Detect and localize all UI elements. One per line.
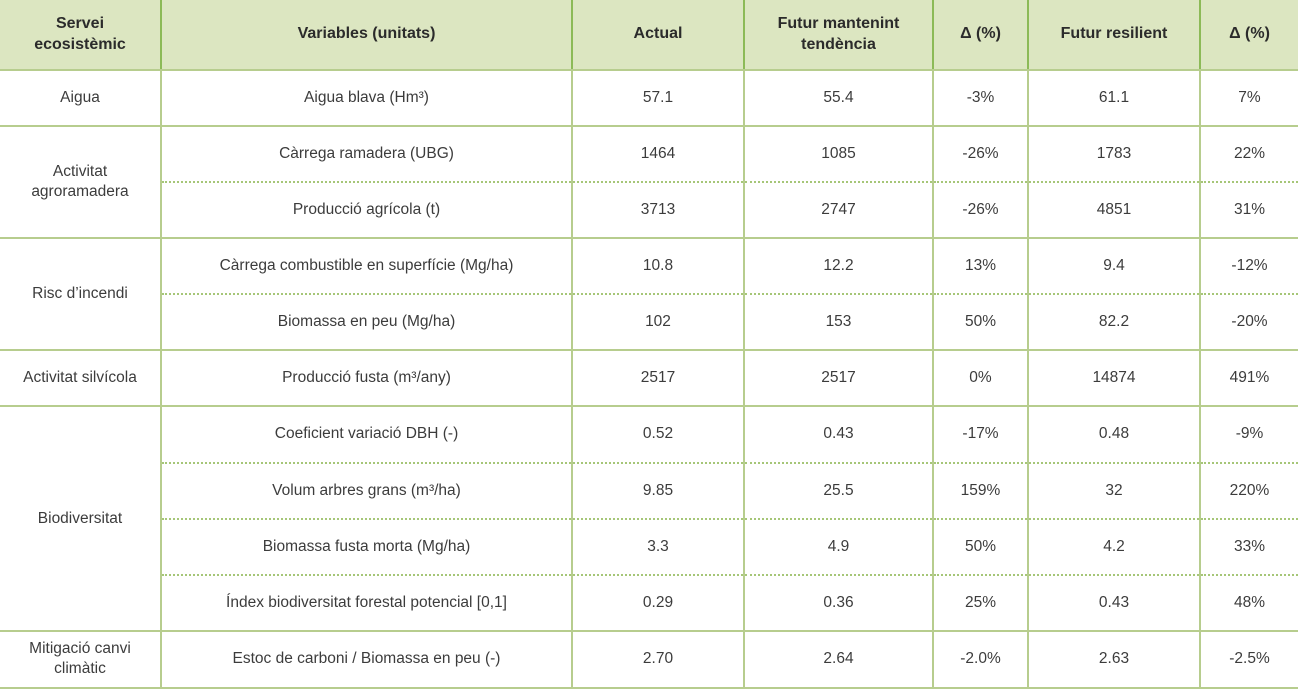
- delta-tendencia-cell: -2.0%: [932, 629, 1028, 689]
- delta-tendencia-cell: -26%: [932, 125, 1028, 183]
- actual-cell: 102: [571, 293, 744, 351]
- delta-tendencia-cell: -17%: [932, 405, 1028, 463]
- col-header-servei-ecosistemic: Servei ecosistèmic: [0, 0, 161, 71]
- variable-cell: Càrrega ramadera (UBG): [160, 125, 572, 183]
- delta-tendencia-cell: -3%: [932, 68, 1028, 127]
- futur-resilient-cell: 1783: [1027, 125, 1200, 183]
- variable-cell: Biomassa fusta morta (Mg/ha): [160, 517, 572, 575]
- service-cell: Activitat silvícola: [0, 349, 161, 407]
- delta-tendencia-cell: 13%: [932, 237, 1028, 295]
- service-cell: Mitigació canvi climàtic: [0, 629, 161, 689]
- futur-tendencia-cell: 2747: [743, 181, 933, 239]
- col-header-variables: Variables (unitats): [160, 0, 572, 71]
- variable-cell: Coeficient variació DBH (-): [160, 405, 572, 463]
- futur-resilient-cell: 32: [1027, 461, 1200, 519]
- futur-resilient-cell: 61.1: [1027, 68, 1200, 127]
- table-row: Aigua Aigua blava (Hm³) 57.1 55.4 -3% 61.1 7%: [0, 68, 1298, 127]
- service-cell: Aigua: [0, 68, 161, 127]
- futur-tendencia-cell: 0.36: [743, 573, 933, 631]
- actual-cell: 3.3: [571, 517, 744, 575]
- delta-resilient-cell: 220%: [1199, 461, 1298, 519]
- actual-cell: 2517: [571, 349, 744, 407]
- futur-tendencia-cell: 1085: [743, 125, 933, 183]
- table-row: Biodiversitat Coeficient variació DBH (-)…: [0, 405, 1298, 631]
- table-header: Servei ecosistèmic Variables (unitats) A…: [0, 0, 1298, 71]
- delta-resilient-cell: -20%: [1199, 293, 1298, 351]
- futur-resilient-cell: 4.2: [1027, 517, 1200, 575]
- actual-cell: 3713: [571, 181, 744, 239]
- delta-tendencia-cell: 50%: [932, 517, 1028, 575]
- futur-tendencia-cell: 25.5: [743, 461, 933, 519]
- delta-resilient-cell: 33%: [1199, 517, 1298, 575]
- futur-tendencia-cell: 2.64: [743, 629, 933, 689]
- futur-resilient-cell: 4851: [1027, 181, 1200, 239]
- actual-cell: 0.52: [571, 405, 744, 463]
- delta-resilient-cell: -2.5%: [1199, 629, 1298, 689]
- col-header-delta-resilient: Δ (%): [1199, 0, 1298, 71]
- variable-cell: Índex biodiversitat forestal potencial […: [160, 573, 572, 631]
- futur-resilient-cell: 0.43: [1027, 573, 1200, 631]
- col-header-futur-tendencia: Futur mantenint tendència: [743, 0, 933, 71]
- variable-cell: Càrrega combustible en superfície (Mg/ha…: [160, 237, 572, 295]
- table-row: Activitat silvícola Producció fusta (m³/a…: [0, 349, 1298, 407]
- table-row: Índex biodiversitat forestal potencial […: [0, 573, 1298, 631]
- table-row: Biomassa en peu (Mg/ha) 102 153 50% 82.2 -20%: [0, 293, 1298, 351]
- table-row: Activitat agroramadera Càrrega ramadera (…: [0, 125, 1298, 239]
- futur-resilient-cell: 2.63: [1027, 629, 1200, 689]
- variable-cell: Producció fusta (m³/any): [160, 349, 572, 407]
- futur-tendencia-cell: 153: [743, 293, 933, 351]
- table-row: Volum arbres grans (m³/ha) 9.85 25.5 159% 32…: [0, 461, 1298, 519]
- futur-resilient-cell: 82.2: [1027, 293, 1200, 351]
- delta-tendencia-cell: 25%: [932, 573, 1028, 631]
- futur-tendencia-cell: 4.9: [743, 517, 933, 575]
- variable-cell: Estoc de carboni / Biomassa en peu (-): [160, 629, 572, 689]
- delta-resilient-cell: 7%: [1199, 68, 1298, 127]
- futur-tendencia-cell: 55.4: [743, 68, 933, 127]
- variable-cell: Biomassa en peu (Mg/ha): [160, 293, 572, 351]
- actual-cell: 9.85: [571, 461, 744, 519]
- col-header-delta-tendencia: Δ (%): [932, 0, 1028, 71]
- delta-resilient-cell: -12%: [1199, 237, 1298, 295]
- delta-resilient-cell: 491%: [1199, 349, 1298, 407]
- table-row: Biomassa fusta morta (Mg/ha) 3.3 4.9 50% 4.2…: [0, 517, 1298, 575]
- actual-cell: 1464: [571, 125, 744, 183]
- delta-tendencia-cell: -26%: [932, 181, 1028, 239]
- col-header-futur-resilient: Futur resilient: [1027, 0, 1200, 71]
- variable-cell: Volum arbres grans (m³/ha): [160, 461, 572, 519]
- actual-cell: 57.1: [571, 68, 744, 127]
- delta-tendencia-cell: 159%: [932, 461, 1028, 519]
- futur-tendencia-cell: 0.43: [743, 405, 933, 463]
- variable-cell: Aigua blava (Hm³): [160, 68, 572, 127]
- table-row: Mitigació canvi climàtic Estoc de carboni…: [0, 629, 1298, 689]
- futur-tendencia-cell: 12.2: [743, 237, 933, 295]
- futur-resilient-cell: 0.48: [1027, 405, 1200, 463]
- delta-tendencia-cell: 0%: [932, 349, 1028, 407]
- delta-resilient-cell: 31%: [1199, 181, 1298, 239]
- futur-resilient-cell: 9.4: [1027, 237, 1200, 295]
- service-cell: Biodiversitat: [0, 405, 161, 631]
- actual-cell: 10.8: [571, 237, 744, 295]
- futur-resilient-cell: 14874: [1027, 349, 1200, 407]
- service-cell: Activitat agroramadera: [0, 125, 161, 239]
- table-row: Producció agrícola (t) 3713 2747 -26% 4851 31…: [0, 181, 1298, 239]
- delta-resilient-cell: -9%: [1199, 405, 1298, 463]
- futur-tendencia-cell: 2517: [743, 349, 933, 407]
- table-body: Aigua Aigua blava (Hm³) 57.1 55.4 -3% 61.1 7% A…: [0, 68, 1298, 689]
- actual-cell: 0.29: [571, 573, 744, 631]
- service-cell: Risc d’incendi: [0, 237, 161, 351]
- table-row: Risc d’incendi Càrrega combustible en sup…: [0, 237, 1298, 351]
- delta-tendencia-cell: 50%: [932, 293, 1028, 351]
- actual-cell: 2.70: [571, 629, 744, 689]
- col-header-actual: Actual: [571, 0, 744, 71]
- delta-resilient-cell: 48%: [1199, 573, 1298, 631]
- delta-resilient-cell: 22%: [1199, 125, 1298, 183]
- header-row: Servei ecosistèmic Variables (unitats) A…: [0, 0, 1298, 71]
- variable-cell: Producció agrícola (t): [160, 181, 572, 239]
